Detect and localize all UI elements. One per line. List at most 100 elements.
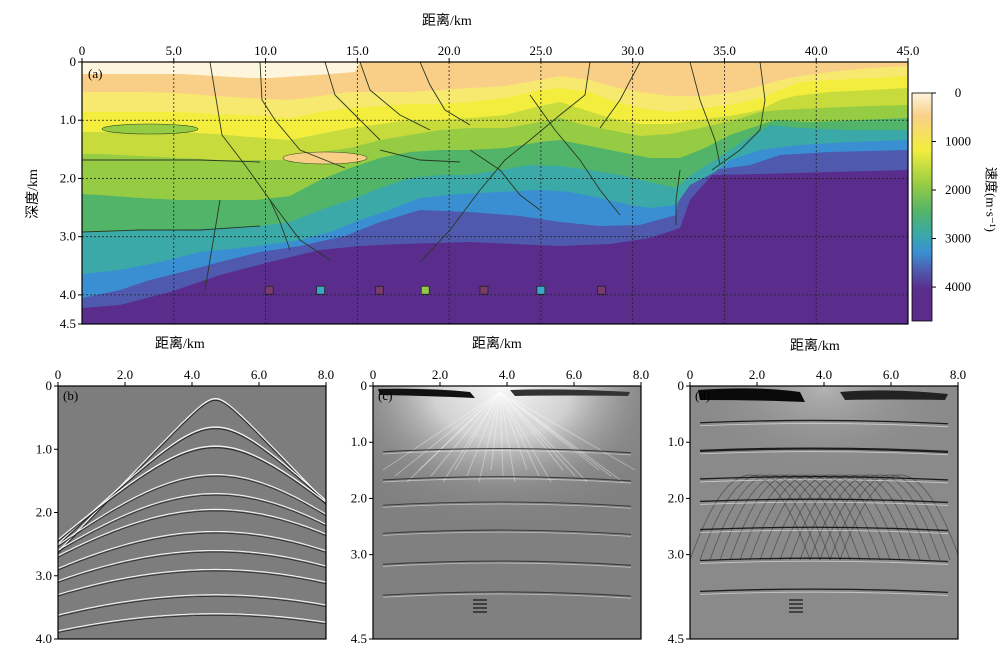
reflector-dark: [382, 591, 632, 597]
reflector-dark: [382, 476, 632, 482]
y-tick-label: 0: [46, 378, 53, 393]
y-tick-label: 2.0: [351, 490, 367, 505]
reflector-light: [699, 560, 949, 565]
migration-ray: [499, 391, 624, 483]
x-tick-label: 30.0: [621, 43, 644, 58]
x-tick-label: 35.0: [713, 43, 736, 58]
migration-ray: [406, 391, 501, 483]
diffraction-curve: [690, 474, 811, 561]
reflector-light: [699, 501, 949, 506]
reflector-dark: [699, 447, 949, 453]
x-tick-label: 4.0: [816, 367, 832, 382]
panel-a-label: (a): [88, 66, 103, 81]
panel-c-image: [373, 386, 641, 639]
panel-a-ylabel: 深度/km: [26, 169, 41, 219]
x-tick-label: 2.0: [117, 367, 133, 382]
x-tick-label: 8.0: [633, 367, 649, 382]
seismic-event-dark: [58, 399, 326, 554]
y-tick-label: 4.0: [36, 631, 52, 646]
y-tick-label: 4.5: [351, 631, 367, 646]
seismic-event-dark: [58, 447, 326, 542]
colorbar-tick-label: 1000: [945, 134, 971, 149]
reflector-dark: [699, 419, 949, 425]
panel-c-xlabel: 距离/km: [472, 337, 522, 352]
seismic-event-bright: [58, 594, 326, 616]
receiver-marker: [536, 285, 546, 295]
x-tick-label: 45.0: [897, 43, 920, 58]
seismic-event-dark: [58, 595, 326, 618]
reflector-light: [382, 562, 632, 568]
panel-a-xlabel: 距离/km: [422, 14, 472, 29]
reflector-light: [382, 503, 632, 509]
seismic-event-bright: [58, 613, 326, 632]
migration-ray: [499, 391, 576, 477]
x-tick-label: 25.0: [530, 43, 553, 58]
migration-ray: [499, 391, 588, 483]
reflector-dark: [699, 588, 949, 594]
panel-d-axes: 0 2.0 4.0 6.0 8.0 0 1.0 2.0 3.0 4.5: [668, 367, 966, 646]
y-tick-label: 2.0: [668, 490, 684, 505]
x-tick-label: 2.0: [432, 367, 448, 382]
panel-b-axes: 0 2.0 4.0 6.0 8.0 0 1.0 2.0 3.0 4.0: [36, 367, 334, 646]
migration-ray: [490, 391, 501, 471]
migration-ray: [499, 391, 528, 471]
colorbar-label: 速度(m·s⁻¹): [983, 167, 999, 232]
migration-ray: [499, 391, 564, 471]
diffraction-curve: [829, 474, 951, 561]
diffraction-curve: [699, 474, 821, 561]
diffraction-curve: [799, 474, 921, 561]
migration-ray: [418, 391, 501, 471]
seismic-event-bright: [58, 492, 326, 551]
diffraction-curve: [779, 474, 901, 561]
diffraction-curve: [729, 474, 851, 561]
x-tick-label: 8.0: [318, 367, 334, 382]
x-tick-label: 20.0: [438, 43, 461, 58]
x-tick-label: 15.0: [346, 43, 369, 58]
diffraction-curve: [809, 474, 931, 561]
seismic-event-bright: [58, 568, 326, 596]
reflector-light: [699, 479, 949, 484]
seismic-event-dark: [58, 551, 326, 583]
colorbar-tick-label: 2000: [945, 182, 971, 197]
seismic-event-bright: [58, 426, 326, 545]
y-tick-label: 4.5: [60, 316, 76, 331]
fault-lines: [82, 62, 766, 291]
migration-ray: [499, 391, 636, 471]
panel-a-axes: 0 5.0 10.0 15.0 20.0 25.0 30.0 35.0 40.0 45.0 0 1.0…: [60, 43, 920, 331]
receiver-marker: [420, 285, 430, 295]
seismic-event-dark: [58, 494, 326, 552]
x-tick-label: 40.0: [805, 43, 828, 58]
seismic-event-bright: [58, 530, 326, 569]
seismic-event-bright: [58, 445, 326, 541]
x-tick-label: 6.0: [566, 367, 582, 382]
x-tick-label: 4.0: [499, 367, 515, 382]
diffraction-curve: [789, 474, 911, 561]
panel-c-label: (c): [378, 388, 393, 403]
y-tick-label: 3.0: [351, 547, 367, 562]
y-tick-label: 1.0: [36, 441, 52, 456]
reflector-dark: [382, 560, 632, 566]
panel-a-frame: [81, 61, 909, 325]
panel-c-axes: 0 2.0 4.0 6.0 8.0 0 1.0 2.0 3.0 4.5: [351, 367, 649, 646]
y-tick-label: 2.0: [60, 170, 76, 185]
y-tick-label: 3.0: [36, 568, 52, 583]
y-tick-label: 0: [678, 378, 685, 393]
reflector-light: [382, 478, 632, 484]
diffraction-curve: [769, 474, 891, 561]
diffraction-curve: [839, 474, 958, 561]
seismic-event-bright: [58, 508, 326, 557]
migration-ray: [394, 391, 501, 477]
seismic-event-dark: [58, 510, 326, 558]
y-tick-label: 1.0: [668, 434, 684, 449]
lens-orange: [282, 151, 368, 165]
diffraction-curve: [759, 474, 881, 561]
colorbar-tick-label: 3000: [945, 231, 971, 246]
panel-b-label: (b): [63, 388, 79, 403]
reflector-light: [699, 529, 949, 535]
reflector-dark: [699, 526, 949, 532]
diffraction-curve: [819, 474, 941, 561]
lens-shallow: [101, 123, 199, 135]
seismic-event-dark: [58, 570, 326, 597]
colorbar-ticks: 0 1000 2000 3000 4000: [932, 85, 971, 294]
